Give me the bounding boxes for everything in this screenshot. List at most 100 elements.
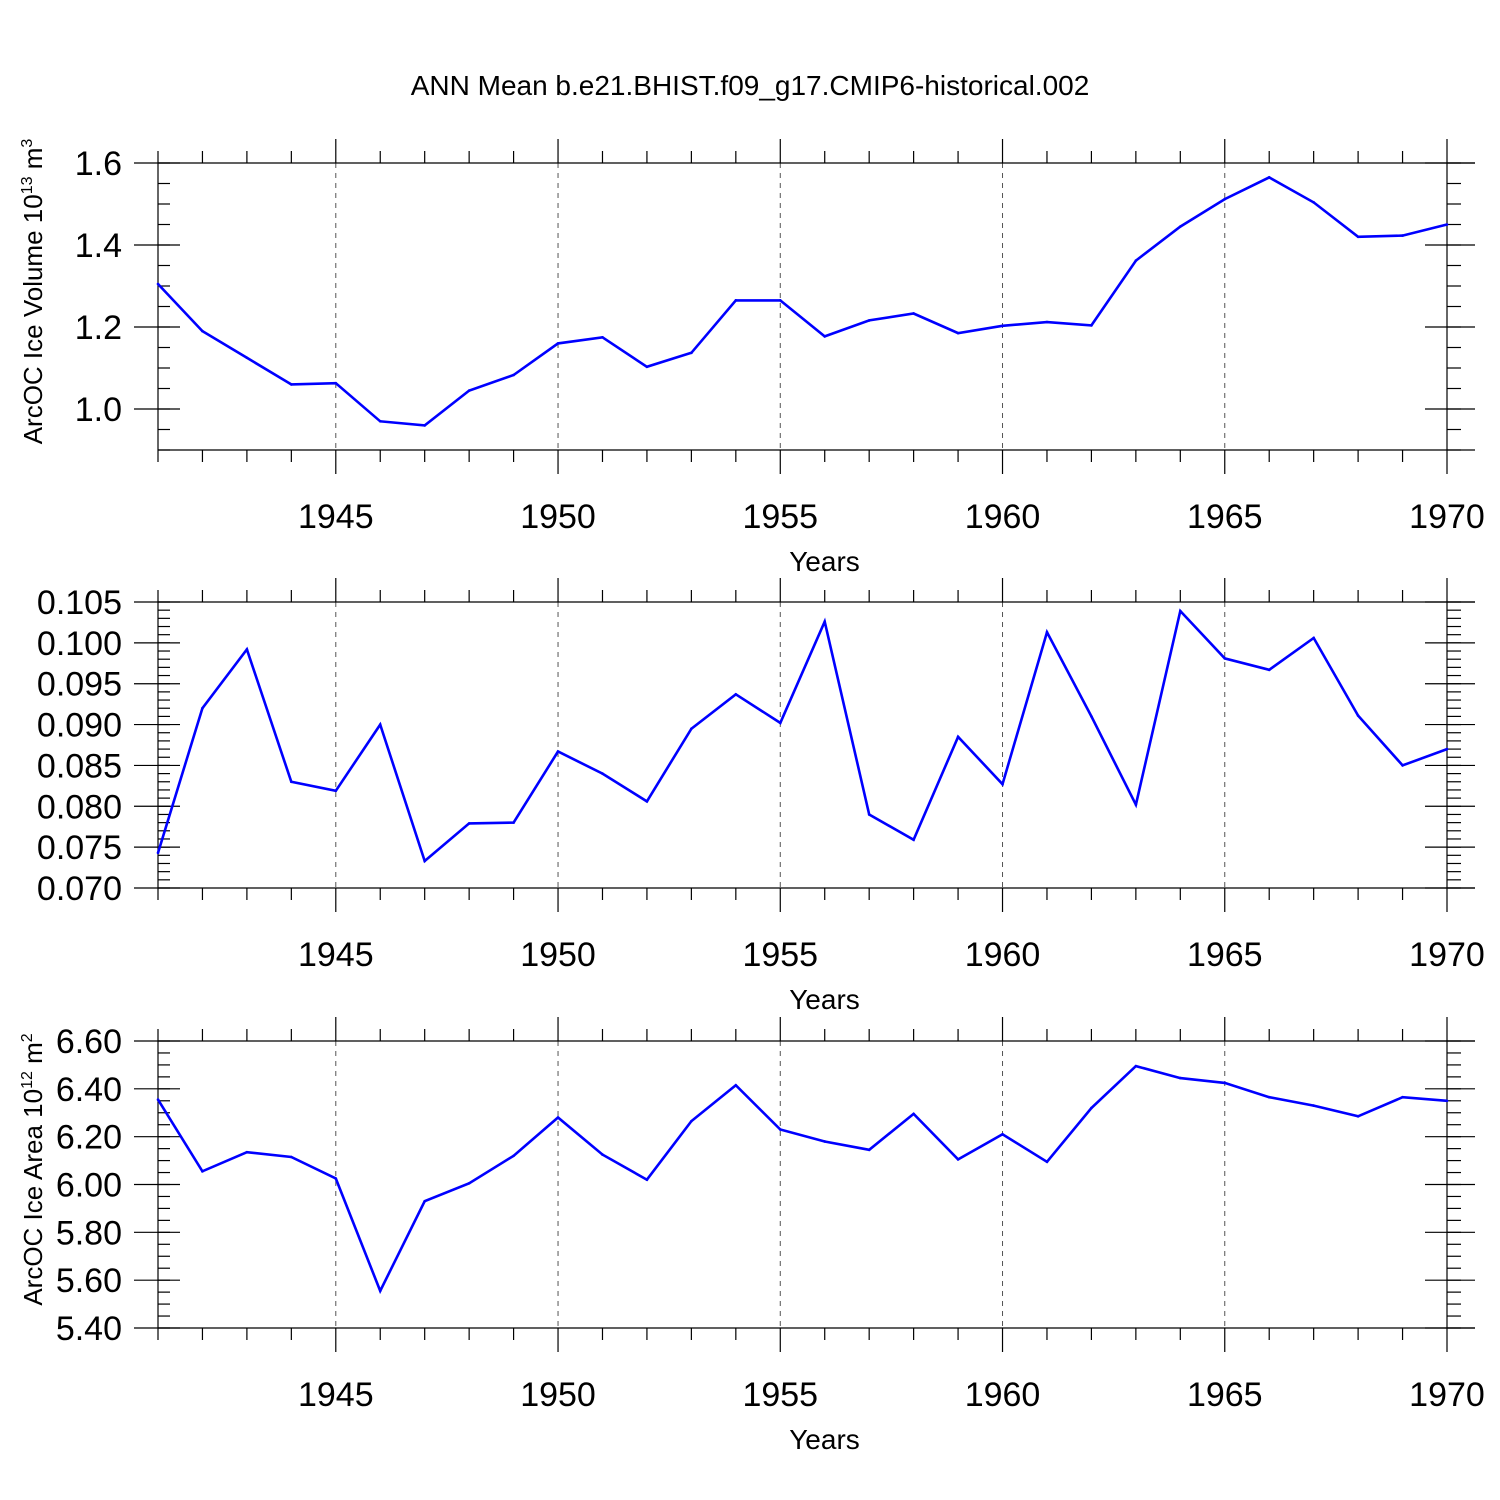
x-tick-label: 1965	[1187, 1376, 1263, 1414]
data-point	[290, 780, 293, 784]
data-point	[423, 859, 426, 863]
data-point	[378, 1289, 382, 1293]
data-point	[467, 822, 471, 825]
data-point	[823, 335, 827, 338]
y-axis-label-unit: m	[18, 1042, 48, 1071]
y-tick-label: 0.100	[37, 625, 122, 663]
data-point	[156, 282, 160, 286]
figure-title: ANN Mean b.e21.BHIST.f09_g17.CMIP6-histo…	[411, 70, 1090, 101]
data-point	[867, 813, 871, 816]
data-point	[290, 1155, 293, 1159]
data-point	[201, 329, 204, 333]
y-tick-label: 6.40	[56, 1071, 122, 1109]
data-point	[556, 1116, 560, 1119]
data-point	[956, 735, 960, 739]
y-tick-label: 6.00	[56, 1167, 122, 1205]
x-tick-label: 1965	[1187, 936, 1263, 974]
data-point	[378, 420, 382, 423]
data-point	[1134, 803, 1138, 806]
x-axis-label: Years	[789, 546, 860, 577]
data-point	[1090, 324, 1093, 327]
y-tick-label: 0.085	[37, 747, 122, 785]
y-tick-label: 0.075	[37, 829, 122, 867]
x-tick-label: 1945	[298, 498, 374, 536]
x-tick-label: 1950	[520, 498, 596, 536]
y-axis-label-text: ArcOC Ice Volume 10	[18, 194, 48, 444]
y-axis-label: ArcOC Ice Volume 1013 m3	[18, 139, 48, 445]
data-point	[334, 381, 338, 385]
y-tick-label: 1.4	[75, 227, 122, 265]
data-point	[956, 1158, 960, 1161]
x-tick-label: 1970	[1409, 936, 1485, 974]
y-axis-label-unit-exponent: 3	[19, 139, 36, 148]
data-point	[556, 342, 560, 345]
data-point	[734, 693, 738, 696]
data-point	[912, 1112, 915, 1116]
data-point	[601, 335, 604, 339]
panels: 1945 1950 1955 1960 1965 1970 Years 1.0 1.2 1.4 1.…	[18, 139, 1485, 1455]
data-point	[1134, 1064, 1138, 1068]
series-line-1	[157, 175, 1448, 427]
data-point	[1312, 1104, 1315, 1107]
x-tick-label: 1965	[1187, 498, 1263, 536]
data-point	[1090, 1106, 1093, 1110]
data-point	[1356, 714, 1360, 717]
y-axis-label-exponent: 13	[19, 176, 36, 194]
data-point	[1267, 1095, 1271, 1099]
data-point	[245, 1150, 249, 1154]
data-point	[1356, 1115, 1360, 1118]
data-point	[1267, 176, 1271, 179]
data-point	[1179, 225, 1182, 228]
x-tick-label: 1955	[742, 1376, 818, 1414]
data-point	[1090, 715, 1093, 718]
y-tick-label: 6.20	[56, 1119, 122, 1157]
data-point	[823, 620, 827, 623]
x-tick-label: 1960	[965, 936, 1041, 974]
data-point	[201, 706, 204, 710]
panel-1: 1945 1950 1955 1960 1965 1970 Years 1.0 1.2 1.4 1.…	[18, 139, 1485, 577]
data-point	[1001, 782, 1004, 786]
data-point	[690, 727, 693, 730]
data-point	[867, 1148, 871, 1152]
data-point	[334, 789, 338, 793]
data-point	[601, 1153, 604, 1156]
x-tick-label: 1945	[298, 936, 374, 974]
data-point	[823, 1140, 827, 1143]
x-tick-label: 1970	[1409, 1376, 1485, 1414]
data-point	[512, 373, 515, 377]
data-point	[1401, 234, 1404, 237]
y-axis-label-exponent: 12	[19, 1071, 36, 1089]
data-point	[201, 1170, 204, 1173]
data-point	[512, 821, 515, 824]
x-tick-label: 1945	[298, 1376, 374, 1414]
y-tick-label: 0.105	[37, 584, 122, 622]
y-axis-label-unit: m	[18, 148, 48, 177]
y-axis-label-unit-exponent: 2	[19, 1033, 36, 1042]
y-axis-label: ArcOC Ice Area 1012 m2	[18, 1033, 48, 1305]
x-tick-label: 1955	[742, 498, 818, 536]
data-point	[467, 1182, 471, 1185]
data-point	[778, 299, 782, 302]
data-point	[1179, 1076, 1182, 1080]
y-tick-label: 5.60	[56, 1262, 122, 1300]
data-point	[690, 351, 693, 355]
series-line-1	[156, 1064, 1448, 1295]
data-point	[778, 1128, 782, 1131]
y-tick-label: 0.070	[37, 870, 122, 908]
data-point	[1045, 320, 1049, 324]
data-point	[245, 648, 249, 651]
data-point	[734, 299, 738, 302]
data-point	[1445, 1099, 1449, 1103]
x-tick-label: 1950	[520, 936, 596, 974]
data-point	[512, 1154, 515, 1158]
data-point	[1401, 1095, 1404, 1099]
data-point	[912, 838, 915, 842]
data-point	[912, 312, 915, 315]
data-point	[956, 331, 960, 335]
data-point	[423, 1199, 426, 1203]
data-point	[1223, 1081, 1227, 1085]
x-axis-label: Years	[789, 984, 860, 1015]
x-tick-label: 1960	[965, 498, 1041, 536]
data-point	[734, 1083, 738, 1087]
